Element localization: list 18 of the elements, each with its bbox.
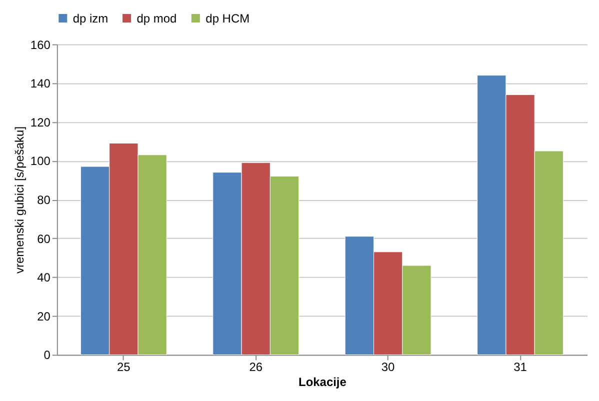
- y-tick-label: 120: [30, 115, 51, 130]
- legend-label: dp mod: [136, 11, 177, 26]
- legend-label: dp izm: [72, 11, 108, 26]
- y-tick-label: 80: [37, 192, 51, 207]
- y-tick-label: 0: [44, 348, 51, 362]
- x-tick-label: 31: [514, 360, 528, 374]
- y-tick-label: 140: [30, 76, 51, 91]
- x-tick-label: 30: [381, 360, 396, 374]
- x-tick-label: 25: [117, 360, 131, 374]
- y-tick-label: 160: [30, 38, 51, 52]
- legend-label: dp HCM: [206, 11, 250, 26]
- y-tick-label: 40: [37, 270, 51, 285]
- y-axis-title: vremenski gubici [s/pešaku]: [12, 126, 26, 274]
- y-tick-label: 100: [30, 154, 51, 168]
- y-tick-label: 60: [37, 232, 51, 246]
- y-tick-label: 20: [37, 309, 51, 324]
- x-tick-label: 26: [249, 360, 263, 374]
- x-axis-title: Lokacije: [298, 375, 347, 390]
